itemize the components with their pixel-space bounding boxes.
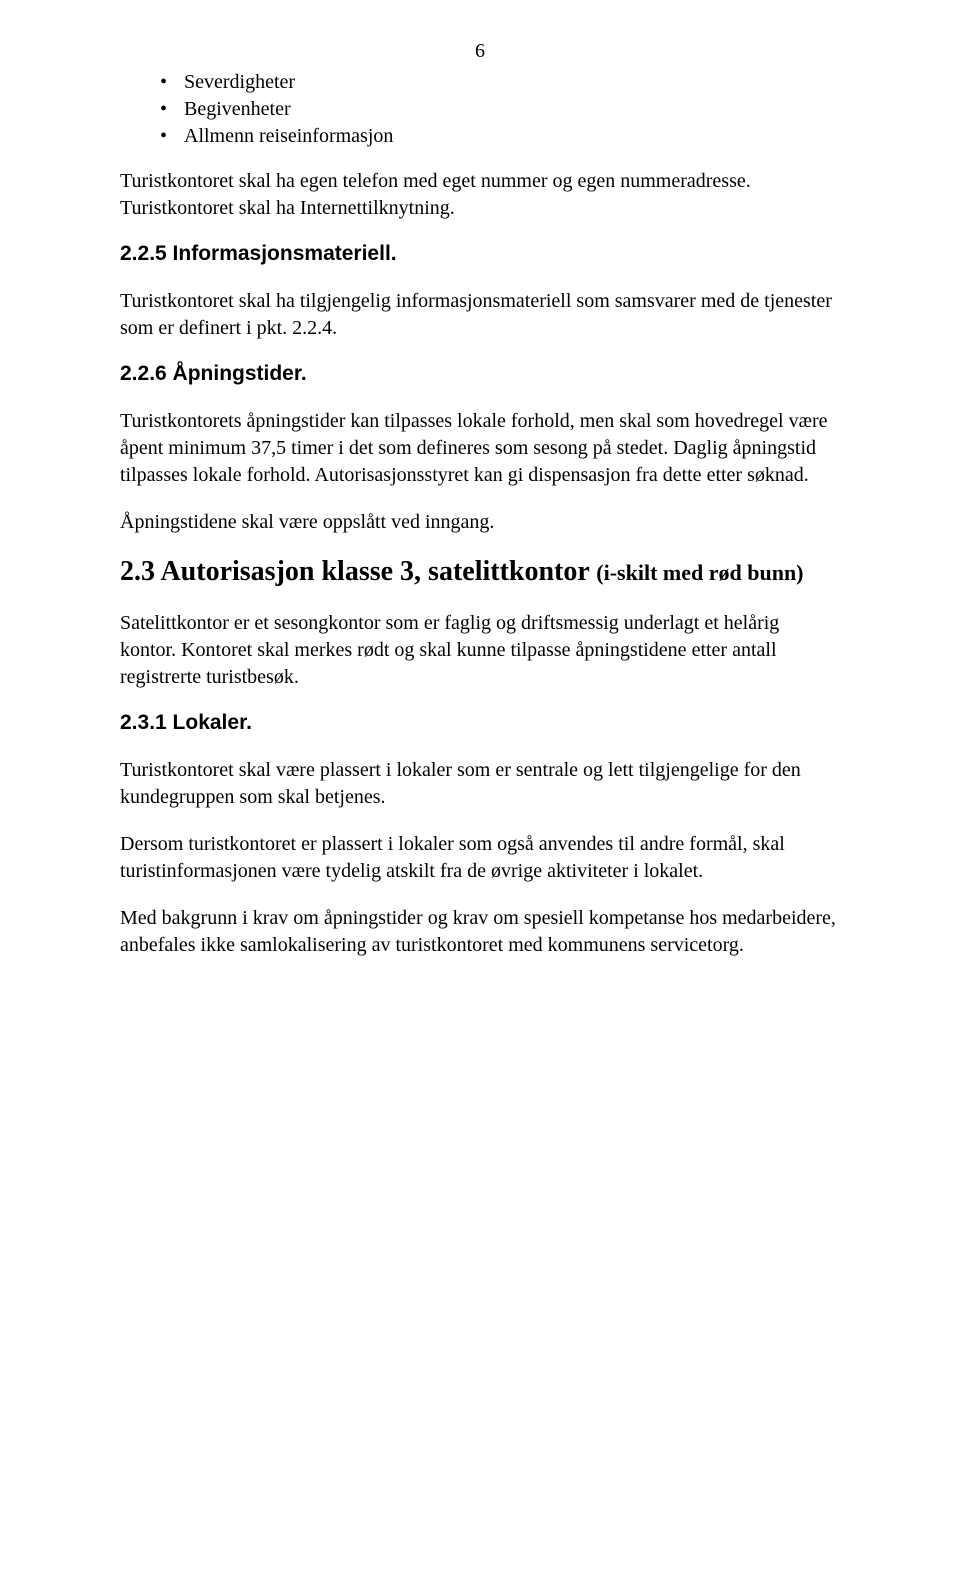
- heading-2-3-1: 2.3.1 Lokaler.: [120, 711, 840, 735]
- list-item-text: Severdigheter: [184, 71, 295, 93]
- list-item: Begivenheter: [162, 96, 840, 123]
- heading-2-3-main: 2.3 Autorisasjon klasse 3, satelittkonto…: [120, 556, 596, 587]
- paragraph: Med bakgrunn i krav om åpningstider og k…: [120, 905, 840, 959]
- list-item: Allmenn reiseinformasjon: [162, 123, 840, 150]
- bullet-list: Severdigheter Begivenheter Allmenn reise…: [120, 69, 840, 150]
- paragraph: Turistkontoret skal ha tilgjengelig info…: [120, 288, 840, 342]
- paragraph: Turistkontorets åpningstider kan tilpass…: [120, 408, 840, 489]
- document-page: 6 Severdigheter Begivenheter Allmenn rei…: [0, 0, 960, 1577]
- paragraph: Turistkontoret skal være plassert i loka…: [120, 757, 840, 811]
- page-number: 6: [120, 40, 840, 63]
- paragraph: Dersom turistkontoret er plassert i loka…: [120, 831, 840, 885]
- list-item-text: Allmenn reiseinformasjon: [184, 125, 393, 147]
- list-item: Severdigheter: [162, 69, 840, 96]
- list-item-text: Begivenheter: [184, 98, 291, 120]
- paragraph: Turistkontoret skal ha egen telefon med …: [120, 168, 840, 222]
- heading-2-2-6: 2.2.6 Åpningstider.: [120, 362, 840, 386]
- heading-2-3: 2.3 Autorisasjon klasse 3, satelittkonto…: [120, 556, 840, 588]
- heading-2-2-5: 2.2.5 Informasjonsmateriell.: [120, 242, 840, 266]
- heading-2-3-sub: (i-skilt med rød bunn): [596, 560, 803, 585]
- paragraph: Satelittkontor er et sesongkontor som er…: [120, 610, 840, 691]
- paragraph: Åpningstidene skal være oppslått ved inn…: [120, 509, 840, 536]
